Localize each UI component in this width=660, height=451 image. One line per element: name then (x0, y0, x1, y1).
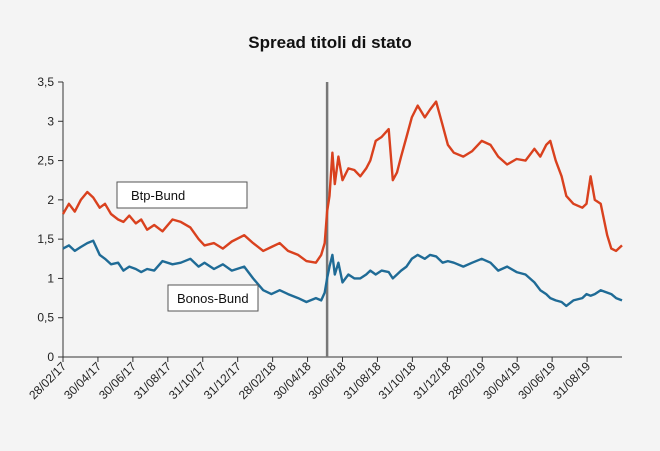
legend-layer: Btp-Bund Bonos-Bund (116, 181, 259, 312)
y-tick-label: 0 (47, 350, 54, 364)
y-axis: 0 0,5 1 1,5 2 2,5 3 3,5 (37, 75, 64, 364)
legend-label-btp-bund: Btp-Bund (131, 188, 185, 203)
y-tick-label: 1,5 (37, 232, 54, 246)
y-tick-label: 3,5 (37, 75, 54, 89)
y-tick-label: 2 (47, 193, 54, 207)
legend-box-bonos-bund (167, 284, 259, 312)
series-line-bonos-bund (62, 239, 623, 308)
legend-label-bonos-bund: Bonos-Bund (177, 291, 249, 306)
y-tick-label: 3 (47, 114, 54, 128)
chart-title: Spread titoli di stato (248, 33, 411, 52)
series-line-btp-bund (61, 100, 623, 264)
y-tick-label: 0,5 (37, 311, 54, 325)
legend-box-btp-bund (116, 181, 248, 209)
y-tick-label: 2,5 (37, 154, 54, 168)
y-tick-label: 1 (47, 271, 54, 285)
series-layer (61, 100, 623, 308)
